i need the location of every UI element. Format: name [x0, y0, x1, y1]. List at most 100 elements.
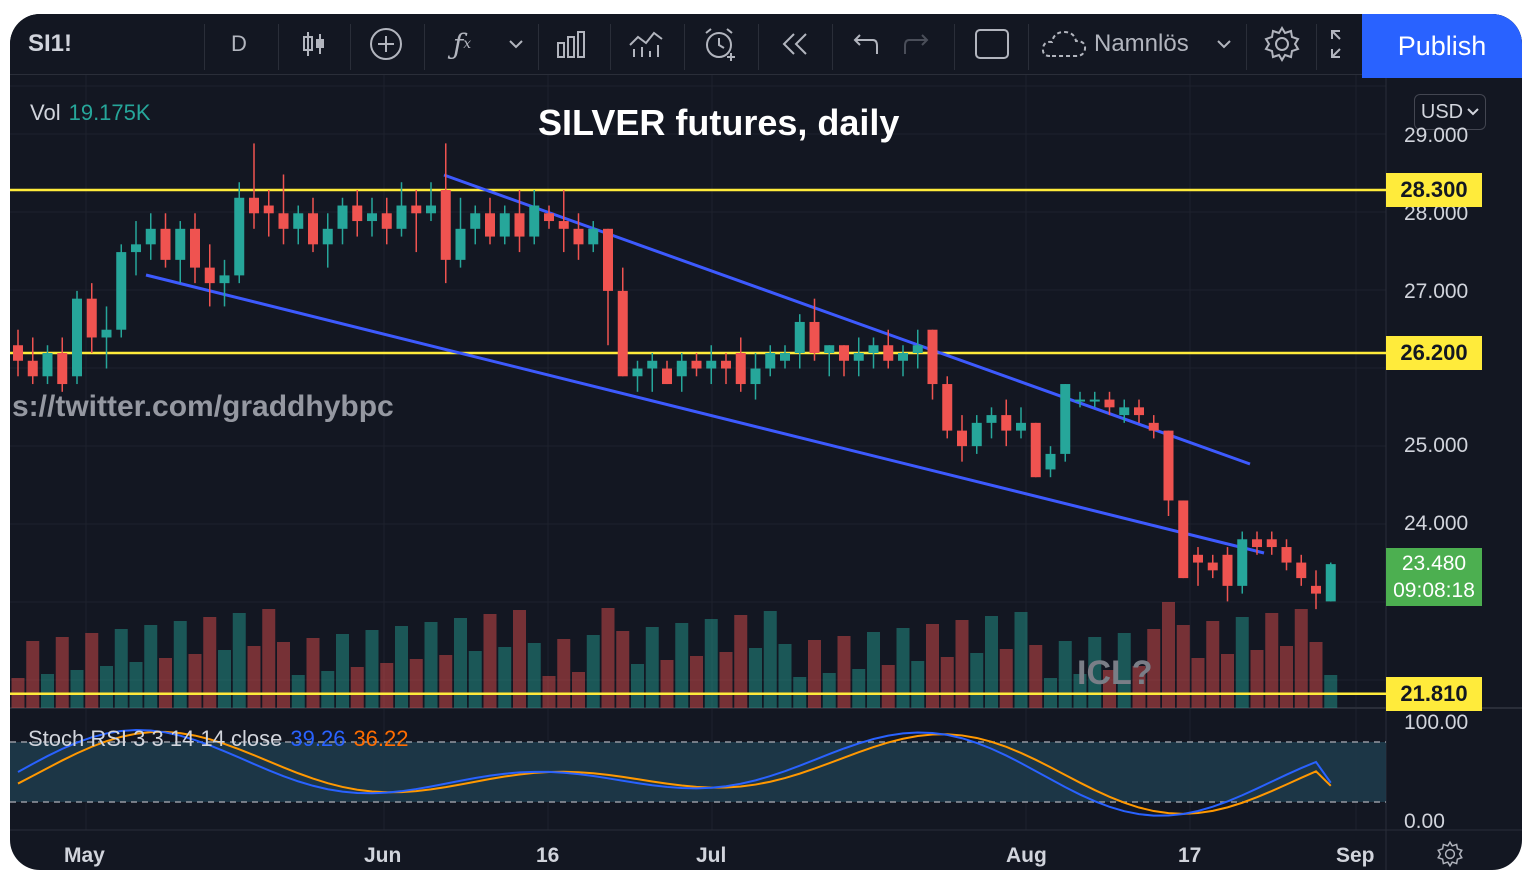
last-price: 23.480: [1401, 552, 1467, 575]
price-level-tag: 26.200: [1386, 336, 1482, 370]
volume-bar: [483, 614, 497, 708]
candle-body: [293, 213, 304, 229]
stoch-rsi-label: Stoch RSI 3 3 14 14 close: [28, 726, 283, 751]
undo-icon[interactable]: [846, 14, 882, 74]
candle-body: [853, 353, 864, 361]
volume-bar: [734, 615, 748, 708]
currency-label: USD: [1420, 100, 1464, 123]
chevron-down-icon[interactable]: [504, 14, 528, 74]
candle-body: [603, 228, 613, 291]
candle-body: [573, 228, 584, 245]
layout-selector[interactable]: Namnlös: [1040, 14, 1210, 74]
volume-bar: [513, 610, 526, 708]
candle-body: [1075, 399, 1085, 402]
fullscreen-icon[interactable]: [1328, 14, 1358, 74]
candle-body: [381, 213, 392, 229]
candle-body: [190, 228, 200, 268]
line-indicator-icon[interactable]: [626, 14, 666, 74]
volume-bar: [1073, 674, 1087, 708]
gear-icon[interactable]: [1436, 840, 1464, 870]
candle-body: [1178, 500, 1189, 579]
volume-bar: [41, 674, 54, 708]
volume-bar: [572, 672, 585, 708]
plus-circle-icon[interactable]: [364, 14, 408, 74]
candle-body: [131, 244, 141, 253]
trendline-upper: [443, 173, 1251, 466]
volume-bar: [1221, 654, 1234, 708]
candle-body: [1163, 430, 1174, 501]
redo-icon[interactable]: [900, 14, 936, 74]
toolbar-divider: [204, 24, 205, 70]
volume-bar: [159, 658, 172, 708]
interval-selector[interactable]: D: [231, 31, 247, 56]
candle-body: [735, 353, 746, 385]
candle-body: [57, 353, 68, 385]
candle-body: [957, 430, 967, 447]
candle-body: [308, 213, 318, 245]
candle-body: [1237, 539, 1248, 586]
candle-body: [1252, 539, 1262, 548]
volume-bar: [704, 619, 718, 708]
volume-bar: [690, 656, 703, 708]
candle-body: [647, 360, 658, 369]
candle-body: [514, 213, 525, 237]
volume-bar: [852, 669, 866, 708]
candle-body: [426, 205, 436, 214]
candle-body: [544, 213, 554, 222]
stoch-k-line: [17, 728, 1332, 817]
volume-bar: [822, 673, 836, 708]
bar-chart-icon[interactable]: [552, 14, 592, 74]
candle-body: [839, 345, 849, 361]
candle-body: [750, 368, 761, 385]
volume-bar: [1014, 612, 1028, 708]
icl-annotation: ICL?: [1077, 654, 1153, 692]
stoch-axis-tick: 100.00: [1404, 711, 1469, 734]
rectangle-icon[interactable]: [972, 14, 1012, 74]
candle-body: [868, 345, 879, 353]
toolbar-divider: [278, 24, 279, 70]
gear-icon[interactable]: [1260, 14, 1304, 74]
volume-bar: [955, 620, 969, 708]
volume-bar: [1206, 621, 1220, 708]
volume-bar: [439, 655, 453, 708]
candle-body: [234, 197, 245, 276]
volume-bar: [188, 654, 202, 708]
volume-bar: [1117, 633, 1131, 708]
candle-body: [322, 228, 333, 245]
chart-canvas[interactable]: [10, 14, 1522, 870]
toolbar-divider: [758, 24, 759, 70]
volume-bar: [1088, 637, 1102, 708]
volume-bar: [837, 636, 851, 708]
stoch-axis-tick: 0.00: [1404, 810, 1445, 833]
candle-body: [721, 360, 731, 369]
currency-selector[interactable]: USD: [1414, 94, 1486, 130]
volume-bar: [660, 660, 674, 708]
volume-bar: [557, 639, 571, 708]
candle-body: [204, 267, 215, 284]
symbol-search[interactable]: SI1!: [28, 30, 73, 57]
volume-bar: [277, 642, 290, 708]
candles-icon[interactable]: [294, 14, 334, 74]
publish-button[interactable]: Publish: [1362, 14, 1522, 78]
volume-bar: [454, 618, 467, 708]
volume-bar: [291, 675, 305, 708]
volume-bar: [203, 617, 217, 708]
volume-bar: [1250, 650, 1264, 708]
candle-body: [485, 213, 495, 237]
candle-body: [1030, 422, 1041, 478]
rewind-icon[interactable]: [776, 14, 816, 74]
volume-bar: [940, 657, 954, 708]
candle-body: [971, 422, 982, 447]
alarm-icon[interactable]: [700, 14, 740, 74]
candle-body: [249, 197, 259, 214]
volume-legend: Vol 19.175K: [30, 100, 151, 126]
chevron-down-icon[interactable]: [1212, 14, 1236, 74]
volume-bar: [468, 651, 482, 708]
volume-bar: [631, 664, 644, 708]
volume-bar: [26, 641, 40, 708]
volume-bar: [601, 608, 615, 708]
candle-body: [765, 353, 776, 369]
candle-body: [337, 205, 348, 229]
candle-body: [499, 213, 510, 237]
